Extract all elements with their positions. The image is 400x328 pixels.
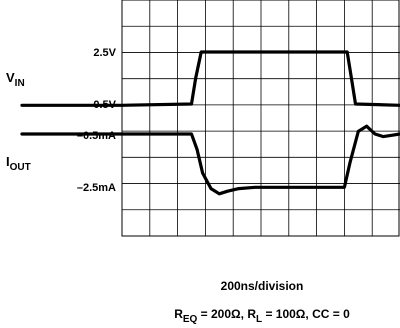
iout-label: IOUT	[6, 154, 31, 173]
conditions-caption: REQ = 200Ω, RL = 100Ω, CC = 0	[174, 307, 350, 325]
vin-tick-low: 0.5V	[93, 99, 116, 111]
vin-label: VIN	[6, 70, 25, 89]
iout-tick-low: –2.5mA	[77, 182, 116, 194]
graticule-grid	[121, 0, 400, 237]
vin-tick-high: 2.5V	[93, 47, 116, 59]
time-scale-caption: 200ns/division	[221, 279, 304, 293]
iout-tick-high: –0.5mA	[77, 130, 116, 142]
waveform-traces	[20, 50, 400, 196]
iout-trace	[20, 124, 400, 196]
grid-border	[121, 0, 400, 237]
vin-trace	[20, 50, 400, 107]
